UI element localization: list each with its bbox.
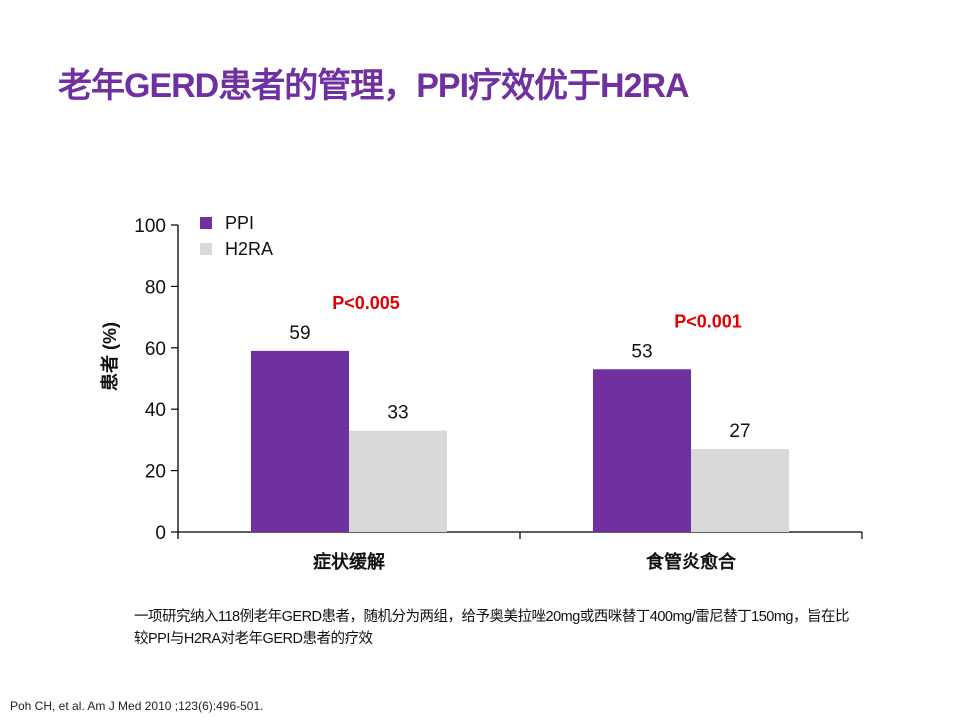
study-footnote: 一项研究纳入118例老年GERD患者，随机分为两组，给予奥美拉唑20mg或西咪替… [134, 609, 849, 647]
x-tick-label: 食管炎愈合 [645, 551, 737, 572]
bar-h2ra-1 [349, 430, 447, 532]
data-label: 53 [631, 341, 652, 362]
data-label: 59 [289, 323, 310, 344]
legend-swatch-ppi [200, 217, 212, 229]
bar-h2ra-2 [691, 449, 789, 532]
slide-title: 老年GERD患者的管理，PPI疗效优于H2RA [58, 67, 690, 105]
legend-swatch-h2ra [200, 243, 212, 255]
y-tick-label: 100 [134, 216, 166, 237]
y-tick-label: 0 [155, 523, 166, 544]
p-value-annotation: P<0.001 [674, 311, 742, 331]
data-label: 33 [387, 403, 408, 424]
legend-label: PPI [225, 213, 254, 233]
x-tick-label: 症状缓解 [313, 551, 385, 572]
y-tick-label: 60 [145, 339, 166, 360]
y-tick-label: 40 [145, 400, 166, 421]
reference-citation: Poh CH, et al. Am J Med 2010 ;123(6):496… [10, 699, 264, 713]
y-tick-label: 80 [145, 277, 166, 298]
bar-ppi-1 [251, 350, 349, 532]
legend-label: H2RA [225, 239, 273, 259]
p-value-annotation: P<0.005 [332, 293, 400, 313]
y-axis-label: 患者 (%) [100, 322, 120, 391]
y-tick-label: 20 [145, 462, 166, 483]
bar-ppi-2 [593, 369, 691, 532]
data-label: 27 [729, 421, 750, 442]
